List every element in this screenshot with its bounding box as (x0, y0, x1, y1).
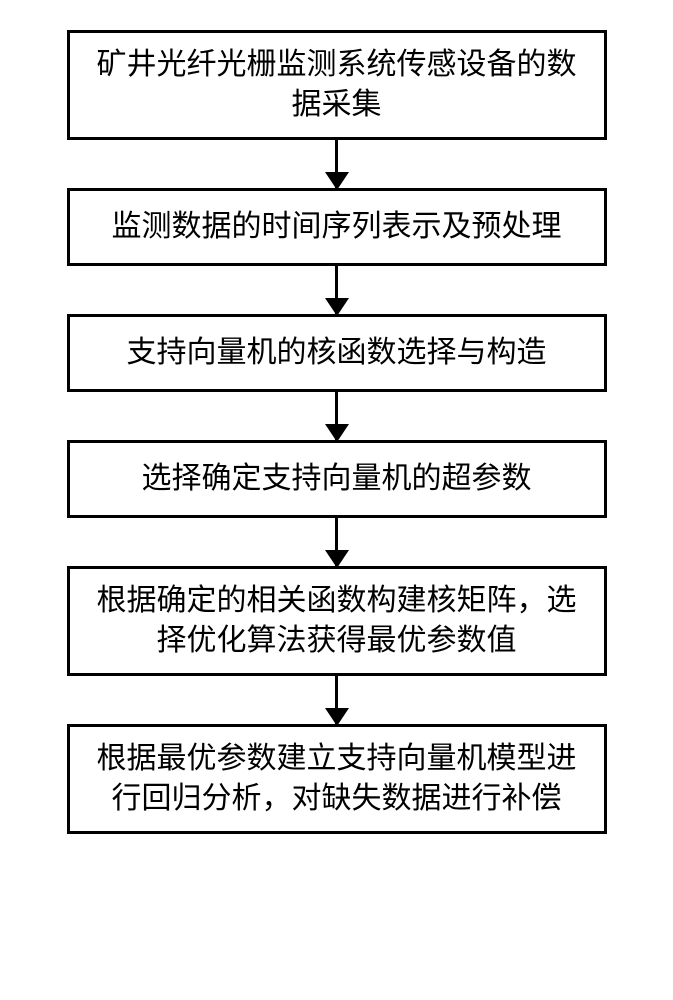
flow-step-5: 根据确定的相关函数构建核矩阵，选择优化算法获得最优参数值 (67, 566, 607, 676)
flow-step-label: 选择确定支持向量机的超参数 (142, 459, 532, 500)
flow-step-label: 监测数据的时间序列表示及预处理 (112, 207, 562, 248)
flow-step-label: 根据最优参数建立支持向量机模型进行回归分析，对缺失数据进行补偿 (97, 739, 577, 820)
arrow-icon (335, 266, 338, 314)
arrow-icon (335, 518, 338, 566)
flow-step-4: 选择确定支持向量机的超参数 (67, 440, 607, 518)
arrow-icon (335, 140, 338, 188)
flow-step-label: 支持向量机的核函数选择与构造 (127, 333, 547, 374)
flow-step-3: 支持向量机的核函数选择与构造 (67, 314, 607, 392)
arrow-icon (335, 676, 338, 724)
arrow-icon (335, 392, 338, 440)
flow-step-2: 监测数据的时间序列表示及预处理 (67, 188, 607, 266)
flow-step-6: 根据最优参数建立支持向量机模型进行回归分析，对缺失数据进行补偿 (67, 724, 607, 834)
flowchart: 矿井光纤光栅监测系统传感设备的数据采集 监测数据的时间序列表示及预处理 支持向量… (67, 30, 607, 834)
flow-step-label: 根据确定的相关函数构建核矩阵，选择优化算法获得最优参数值 (97, 581, 577, 662)
flow-step-1: 矿井光纤光栅监测系统传感设备的数据采集 (67, 30, 607, 140)
flow-step-label: 矿井光纤光栅监测系统传感设备的数据采集 (97, 45, 577, 126)
